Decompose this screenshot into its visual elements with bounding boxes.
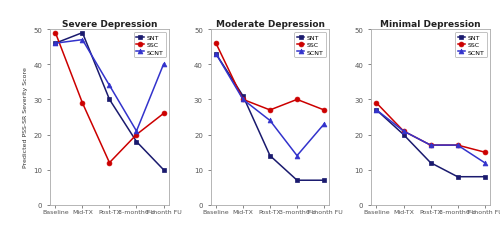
SSC [374, 102, 380, 105]
SNT [428, 162, 434, 164]
SNT [240, 95, 246, 98]
Legend: SNT, SSC, SCNT: SNT, SSC, SCNT [455, 33, 487, 58]
SSC [80, 102, 86, 105]
SCNT [106, 84, 112, 87]
SNT [321, 179, 327, 182]
SCNT [213, 53, 219, 56]
SNT [213, 53, 219, 56]
SCNT [80, 39, 86, 42]
SSC [321, 109, 327, 112]
Title: Moderate Depression: Moderate Depression [216, 20, 324, 29]
SNT [294, 179, 300, 182]
SCNT [267, 120, 273, 122]
SSC [213, 42, 219, 45]
Line: SSC: SSC [53, 31, 166, 166]
SCNT [321, 123, 327, 126]
Line: SCNT: SCNT [374, 108, 487, 166]
SNT [52, 42, 59, 45]
SNT [80, 32, 86, 35]
Line: SSC: SSC [214, 42, 326, 113]
SCNT [428, 144, 434, 147]
SCNT [482, 162, 488, 164]
SCNT [240, 98, 246, 102]
Legend: SNT, SSC, SCNT: SNT, SSC, SCNT [294, 33, 326, 58]
SNT [106, 98, 112, 102]
SSC [134, 134, 140, 136]
SSC [294, 98, 300, 102]
Legend: SNT, SSC, SCNT: SNT, SSC, SCNT [134, 33, 166, 58]
SSC [428, 144, 434, 147]
SSC [400, 130, 406, 133]
SCNT [400, 130, 406, 133]
SCNT [160, 64, 166, 66]
SSC [482, 151, 488, 154]
SNT [374, 109, 380, 112]
SSC [52, 32, 59, 35]
SNT [454, 176, 460, 178]
Title: Minimal Depression: Minimal Depression [380, 20, 481, 29]
Title: Severe Depression: Severe Depression [62, 20, 157, 29]
SSC [454, 144, 460, 147]
Line: SCNT: SCNT [53, 38, 166, 134]
Line: SCNT: SCNT [214, 52, 326, 158]
SSC [240, 98, 246, 102]
SCNT [294, 154, 300, 158]
SSC [267, 109, 273, 112]
SCNT [134, 130, 140, 133]
Y-axis label: Predicted PSS-SR Severity Score: Predicted PSS-SR Severity Score [23, 67, 28, 168]
SNT [482, 176, 488, 178]
SNT [134, 140, 140, 143]
SCNT [52, 42, 59, 45]
SNT [160, 168, 166, 172]
Line: SNT: SNT [53, 31, 166, 172]
SSC [160, 112, 166, 116]
SCNT [454, 144, 460, 147]
Line: SSC: SSC [374, 101, 487, 155]
SSC [106, 162, 112, 164]
SNT [267, 154, 273, 158]
Line: SNT: SNT [214, 52, 326, 183]
SNT [400, 134, 406, 136]
Line: SNT: SNT [374, 108, 487, 180]
SCNT [374, 109, 380, 112]
